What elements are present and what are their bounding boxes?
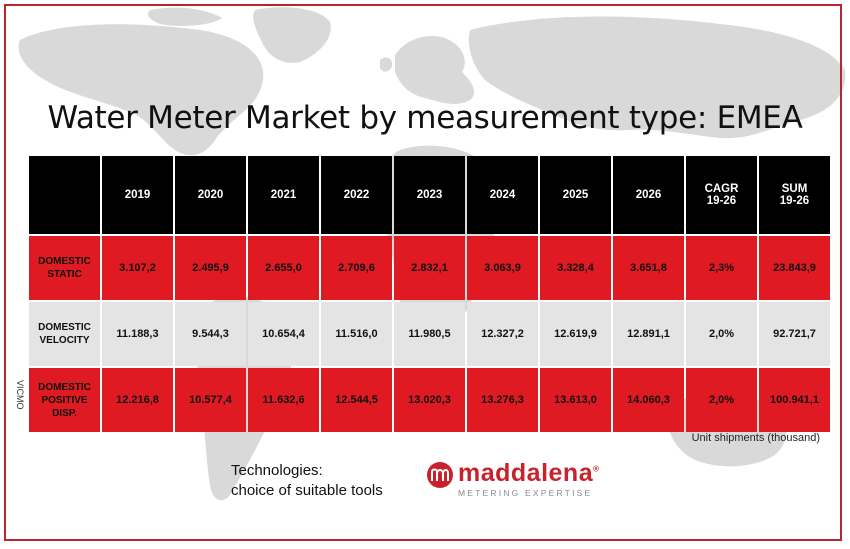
column-header: 2026 xyxy=(613,156,684,234)
table-cell: 2,0% xyxy=(686,302,757,366)
table-cell: 23.843,9 xyxy=(759,236,830,300)
column-header-line: 2022 xyxy=(343,189,370,201)
table-cell: 92.721,7 xyxy=(759,302,830,366)
table-row: DOMESTIC STATIC 3.107,2 2.495,9 2.655,0 2.709… xyxy=(29,236,830,300)
row-label-line: DISP. xyxy=(52,407,77,419)
column-header-line: 2024 xyxy=(489,189,516,201)
row-label-line: DOMESTIC xyxy=(38,381,91,393)
column-header: 2021 xyxy=(248,156,319,234)
table-cell: 3.063,9 xyxy=(467,236,538,300)
table-cell: 10.654,4 xyxy=(248,302,319,366)
table-cell: 12.619,9 xyxy=(540,302,611,366)
row-label: DOMESTIC STATIC xyxy=(29,236,100,300)
brand-name: maddalena® xyxy=(458,459,600,488)
table-header-row: 2019 2020 2021 2022 2023 2024 2025 2026 CAGR 19-2… xyxy=(29,156,830,234)
table-cell: 14.060,3 xyxy=(613,368,684,432)
table-cell: 12.216,8 xyxy=(102,368,173,432)
column-header-line: 2020 xyxy=(197,189,224,201)
side-label: VICMO xyxy=(15,380,25,410)
technologies-line-2: choice of suitable tools xyxy=(231,482,383,499)
table-row: DOMESTIC POSITIVE DISP. 12.216,8 10.577,4 11.… xyxy=(29,368,830,432)
column-header-line: 2019 xyxy=(124,189,151,201)
table-cell: 2.655,0 xyxy=(248,236,319,300)
row-label-line: VELOCITY xyxy=(39,335,90,346)
table-row: DOMESTIC VELOCITY 11.188,3 9.544,3 10.654,4 1… xyxy=(29,302,830,366)
row-label-line: STATIC xyxy=(47,269,82,280)
table-cell: 3.651,8 xyxy=(613,236,684,300)
slide-frame xyxy=(4,4,842,541)
table-cell: 11.980,5 xyxy=(394,302,465,366)
brand-tagline: METERING EXPERTISE xyxy=(458,488,593,498)
table-cell: 100.941,1 xyxy=(759,368,830,432)
registered-mark: ® xyxy=(593,464,600,474)
table-cell: 2.709,6 xyxy=(321,236,392,300)
column-header: 2025 xyxy=(540,156,611,234)
table-cell: 11.632,6 xyxy=(248,368,319,432)
maddalena-m-circle-icon xyxy=(427,462,453,488)
table-cell: 2.832,1 xyxy=(394,236,465,300)
column-header: CAGR 19-26 xyxy=(686,156,757,234)
column-header: 2019 xyxy=(102,156,173,234)
table-cell: 12.891,1 xyxy=(613,302,684,366)
table-cell: 3.107,2 xyxy=(102,236,173,300)
table-cell: 11.516,0 xyxy=(321,302,392,366)
table-cell: 3.328,4 xyxy=(540,236,611,300)
column-header-line: 2026 xyxy=(635,189,662,201)
table-cell: 2,3% xyxy=(686,236,757,300)
chart-title: Water Meter Market by measurement type: … xyxy=(47,100,803,136)
row-label: DOMESTIC POSITIVE DISP. xyxy=(29,368,100,432)
table-cell: 13.020,3 xyxy=(394,368,465,432)
table-body: DOMESTIC STATIC 3.107,2 2.495,9 2.655,0 2.709… xyxy=(29,236,830,432)
column-header: 2023 xyxy=(394,156,465,234)
table-cell: 2,0% xyxy=(686,368,757,432)
technologies-caption: Technologies: choice of suitable tools xyxy=(231,461,383,501)
unit-note: Unit shipments (thousand) xyxy=(691,432,820,444)
brand-wordmark: maddalena xyxy=(458,459,594,487)
row-label: DOMESTIC VELOCITY xyxy=(29,302,100,366)
column-header: 2020 xyxy=(175,156,246,234)
column-header-line: CAGR xyxy=(704,183,739,195)
row-label-line: POSITIVE xyxy=(41,394,88,406)
column-header-line: 19-26 xyxy=(779,195,810,207)
column-header-line: 19-26 xyxy=(706,195,737,207)
column-header-line: 2025 xyxy=(562,189,589,201)
column-header-line: SUM xyxy=(781,183,808,195)
table-cell: 10.577,4 xyxy=(175,368,246,432)
table-cell: 13.613,0 xyxy=(540,368,611,432)
header-corner-cell xyxy=(29,156,100,234)
column-header: 2022 xyxy=(321,156,392,234)
column-header-line: 2021 xyxy=(270,189,297,201)
table-cell: 2.495,9 xyxy=(175,236,246,300)
column-header: SUM 19-26 xyxy=(759,156,830,234)
table-cell: 12.544,5 xyxy=(321,368,392,432)
table-cell: 13.276,3 xyxy=(467,368,538,432)
technologies-line-1: Technologies: xyxy=(231,462,323,479)
table-cell: 12.327,2 xyxy=(467,302,538,366)
data-table: 2019 2020 2021 2022 2023 2024 2025 2026 CAGR 19-2… xyxy=(27,154,832,434)
table-cell: 9.544,3 xyxy=(175,302,246,366)
row-label-line: DOMESTIC xyxy=(38,256,91,267)
row-label-line: DOMESTIC xyxy=(38,322,91,333)
column-header-line: 2023 xyxy=(416,189,443,201)
table-cell: 11.188,3 xyxy=(102,302,173,366)
column-header: 2024 xyxy=(467,156,538,234)
